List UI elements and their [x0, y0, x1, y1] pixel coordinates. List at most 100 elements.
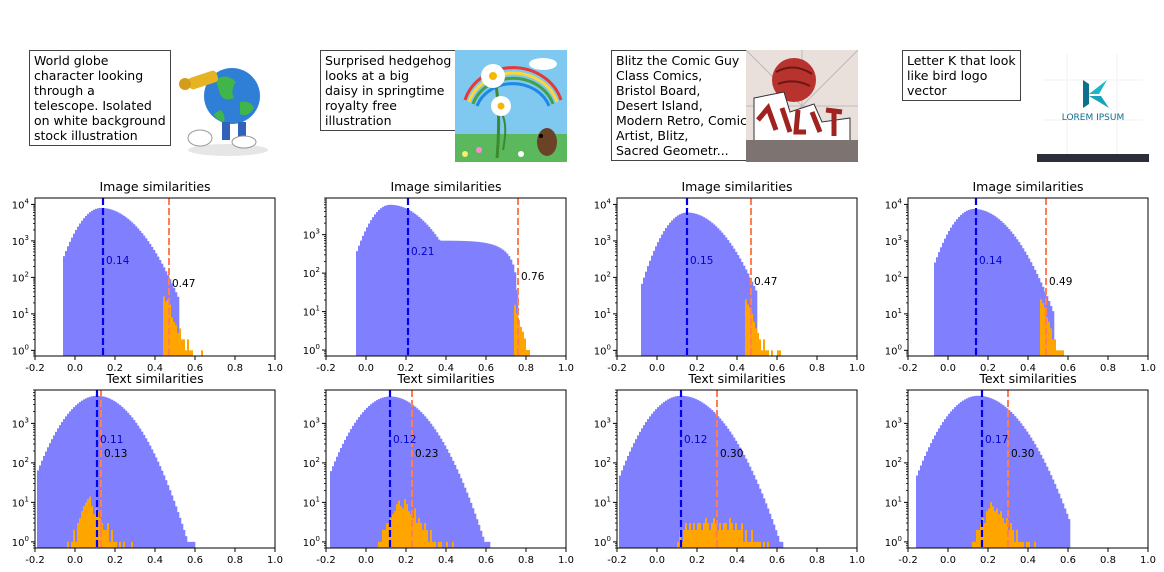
histogram-bar-all	[743, 454, 746, 548]
histogram-bar-all	[117, 212, 120, 356]
histogram-bar-all	[414, 213, 417, 356]
histogram-bar-all	[942, 422, 945, 548]
histogram-bar-all	[976, 395, 979, 548]
histogram-bar-all	[641, 283, 644, 356]
histogram-bar-top	[438, 541, 440, 548]
histogram-bar-all	[105, 208, 108, 356]
histogram-bar-all	[755, 479, 758, 548]
x-tick-label: 0.4	[1020, 363, 1036, 374]
histogram-bar-all	[621, 470, 624, 548]
histogram-bar-all	[755, 290, 758, 356]
x-tick-label: 0.4	[147, 363, 163, 374]
histogram-bar-all	[966, 398, 969, 548]
median-label: 0.12	[684, 434, 707, 446]
histogram-bar-all	[930, 443, 933, 548]
histogram-bar-all	[81, 220, 84, 356]
histogram-bar-all	[759, 488, 762, 548]
histogram-bar-all	[109, 209, 112, 356]
histogram-bar-all	[996, 401, 999, 548]
histogram-bar-top	[1008, 529, 1010, 548]
histogram-bar-top	[721, 529, 723, 548]
histogram-bar-all	[675, 396, 678, 548]
histogram-bar-all	[364, 231, 367, 356]
histogram-bar-top	[679, 529, 681, 548]
histogram-bar-all	[400, 398, 403, 548]
histogram-bar-all	[982, 396, 985, 548]
histogram-bar-all	[681, 395, 684, 548]
histogram-bar-all	[996, 217, 999, 356]
histogram-bar-top	[187, 339, 189, 356]
histogram-bar-top	[733, 529, 735, 548]
histogram-bar-all	[729, 242, 732, 356]
histogram-bar-all	[629, 451, 632, 548]
histogram-bar-top	[713, 518, 715, 548]
x-tick-label: 0.6	[1060, 363, 1076, 374]
histogram-bar-all	[434, 234, 437, 356]
y-tick-base: 10	[594, 273, 607, 284]
x-tick-label: 0.6	[478, 555, 494, 566]
histogram-bar-all	[500, 248, 503, 356]
y-tick-base: 10	[885, 346, 898, 357]
histogram-bar-top	[743, 541, 745, 548]
histogram-bar-all	[954, 221, 957, 356]
histogram-bar-all	[655, 409, 658, 548]
histogram-bar-all	[414, 406, 417, 548]
histogram-bar-all	[1004, 406, 1007, 548]
histogram-bar-all	[679, 214, 682, 356]
chart-title: Text similarities	[396, 371, 494, 386]
histogram-bar-all	[657, 242, 660, 356]
histogram-bar-all	[669, 398, 672, 548]
histogram-bar-all	[649, 260, 652, 356]
histogram-bar-all	[1032, 440, 1035, 548]
y-tick-exponent: 1	[25, 307, 29, 315]
histogram-bar-top	[167, 299, 169, 356]
histogram-bar-top	[191, 350, 193, 356]
histogram-bar-top	[984, 523, 986, 548]
histogram-bar-top	[75, 541, 77, 548]
histogram-bar-all	[458, 240, 461, 356]
histogram-bar-top	[378, 541, 380, 548]
histogram-bar-all	[988, 397, 991, 548]
histogram-bar-all	[713, 224, 716, 356]
y-tick-base: 10	[594, 498, 607, 509]
x-tick-label: 0.4	[729, 555, 745, 566]
histogram-bar-all	[771, 519, 774, 548]
histogram-bar-top	[976, 529, 978, 548]
y-tick-base: 10	[594, 419, 607, 430]
histogram-bar-top	[386, 523, 388, 548]
histogram-bar-top	[111, 529, 113, 548]
histogram-bar-all	[964, 399, 967, 548]
panel-4: Letter K that look like bird logo vector…	[873, 0, 1153, 572]
histogram-bar-all	[667, 225, 670, 356]
histogram-bar-top	[753, 321, 755, 356]
histogram-bar-all	[91, 396, 94, 548]
top-mean-label: 0.47	[172, 278, 195, 290]
histogram-bar-top	[522, 331, 524, 356]
histogram-bar-all	[440, 438, 443, 548]
histogram-bar-all	[125, 410, 128, 548]
x-tick-label: 0.8	[1100, 363, 1116, 374]
histogram-bar-all	[625, 460, 628, 548]
histogram-bar-all	[450, 456, 453, 548]
histogram-bar-all	[115, 211, 118, 356]
histogram-bar-all	[633, 443, 636, 548]
histogram-bar-top	[414, 508, 416, 548]
histogram-bar-all	[394, 205, 397, 356]
histogram-bar-all	[968, 209, 971, 356]
y-tick-exponent: 4	[25, 197, 30, 205]
y-tick-base: 10	[303, 498, 316, 509]
histogram-bar-all	[378, 399, 381, 548]
histogram-bar-top	[992, 506, 994, 548]
histogram-bar-all	[45, 451, 48, 548]
histogram-bar-all	[1014, 416, 1017, 548]
histogram-bar-all	[448, 452, 451, 548]
histogram-bar-all	[701, 402, 704, 548]
histogram-bar-all	[737, 255, 740, 356]
histogram-bar-all	[149, 445, 152, 548]
histogram-bar-top	[998, 514, 1000, 548]
histogram-bar-all	[938, 428, 941, 548]
histogram-bar-all	[145, 438, 148, 548]
histogram-bar-top	[179, 328, 181, 356]
x-tick-label: 0.8	[518, 555, 534, 566]
histogram-bar-all	[651, 413, 654, 548]
